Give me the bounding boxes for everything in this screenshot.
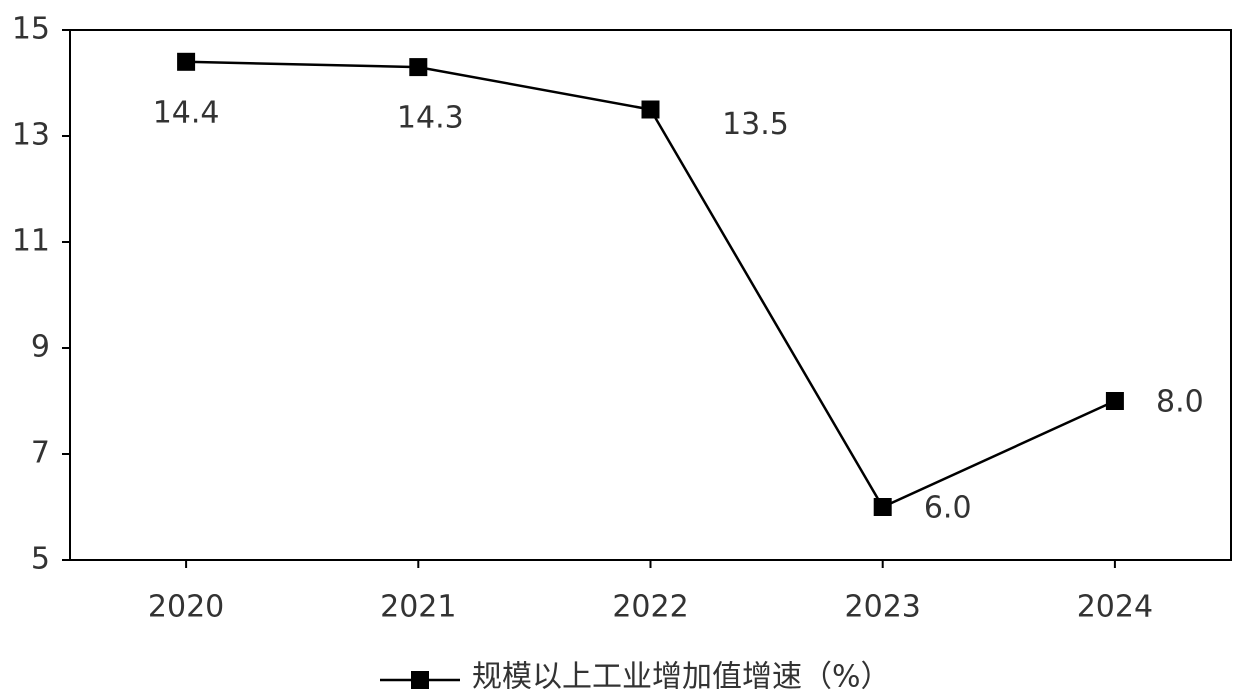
y-tick-label: 7 bbox=[31, 436, 50, 471]
y-tick-label: 5 bbox=[31, 542, 50, 577]
x-tick-label: 2021 bbox=[380, 590, 456, 625]
data-label: 8.0 bbox=[1156, 385, 1204, 420]
point-marker bbox=[873, 498, 892, 516]
data-label: 6.0 bbox=[924, 491, 972, 526]
x-tick-label: 2022 bbox=[612, 590, 688, 625]
data-label: 14.4 bbox=[153, 95, 220, 130]
point-marker bbox=[641, 100, 660, 119]
x-tick-label: 2020 bbox=[148, 590, 224, 625]
point-marker bbox=[409, 58, 428, 77]
data-label: 13.5 bbox=[722, 107, 789, 142]
point-marker bbox=[1105, 392, 1124, 410]
series-line bbox=[186, 60, 1116, 509]
y-tick-label: 11 bbox=[12, 224, 50, 259]
x-tick-label: 2023 bbox=[845, 590, 921, 625]
x-tick-label: 2024 bbox=[1077, 590, 1153, 625]
legend-label: 规模以上工业增加值增速（%） bbox=[472, 660, 891, 695]
y-tick-label: 13 bbox=[12, 118, 50, 153]
data-label: 14.3 bbox=[397, 101, 464, 136]
y-tick-label: 15 bbox=[12, 12, 50, 47]
y-tick-label: 9 bbox=[31, 330, 50, 365]
legend-marker bbox=[411, 671, 429, 689]
point-marker bbox=[177, 52, 196, 71]
